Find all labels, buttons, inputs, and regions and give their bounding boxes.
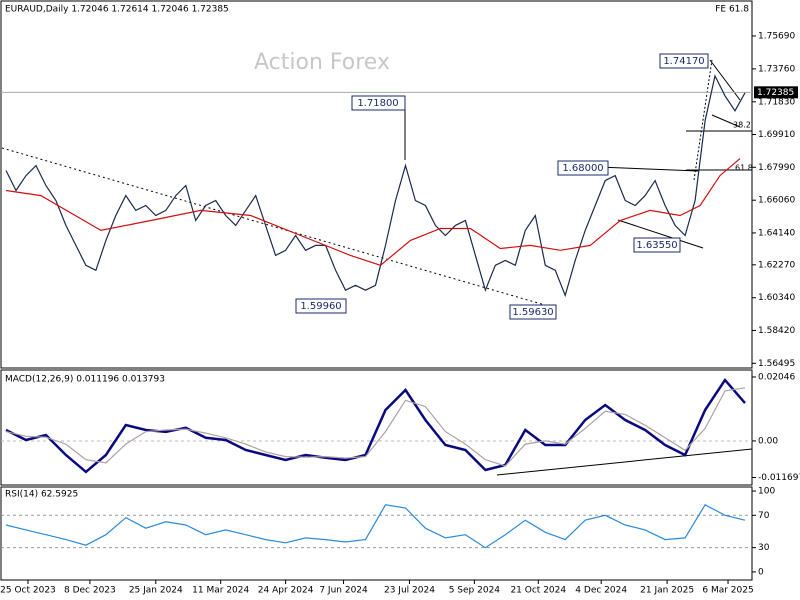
annotation: 1.68000 (562, 163, 603, 174)
series-line (5, 74, 746, 298)
corner-note: FE 61.8 (715, 5, 749, 15)
label-box (351, 95, 406, 111)
trendline (1, 147, 546, 306)
price-panel (0, 0, 753, 369)
x-tick-label: 25 Oct 2023 (0, 586, 56, 596)
y-tick-label: 30 (758, 543, 770, 553)
y-tick-label: -0.011697 (758, 473, 800, 483)
label-box (557, 160, 609, 176)
y-tick-label: 1.58420 (758, 326, 795, 336)
rsi-panel (0, 486, 753, 581)
trendline (711, 114, 741, 128)
macd-panel (0, 369, 753, 486)
trendline (693, 59, 713, 181)
x-tick-label: 4 Dec 2024 (575, 586, 627, 596)
y-tick-label: 70 (758, 511, 770, 521)
annotation: 1.63550 (636, 240, 677, 251)
x-tick-label: 7 Jun 2024 (319, 586, 368, 596)
trendline (597, 166, 699, 172)
x-tick-label: 23 Jul 2024 (384, 586, 435, 596)
fib-label: 61.8 (735, 164, 753, 173)
x-tick-label: 6 Mar 2025 (702, 586, 753, 596)
x-tick-label: 21 Jan 2025 (640, 586, 694, 596)
series-line (5, 504, 746, 549)
series-line (5, 377, 746, 474)
x-tick-label: 8 Dec 2023 (64, 586, 116, 596)
series-line (5, 158, 741, 266)
x-tick-label: 5 Sep 2024 (449, 586, 501, 596)
y-tick-label: 1.66060 (758, 196, 795, 206)
label-box (509, 304, 557, 320)
chart-title: EURAUD,Daily 1.72046 1.72614 1.72046 1.7… (5, 5, 229, 15)
trendline (617, 219, 704, 249)
annotation: 1.71800 (357, 98, 398, 109)
y-tick-label: 1.62270 (758, 260, 795, 270)
label-box (295, 298, 347, 314)
label-box (659, 53, 709, 69)
y-tick-label: 0.00 (758, 436, 778, 446)
rsi-title: RSI(14) 62.5925 (5, 490, 78, 500)
x-tick-label: 11 Mar 2024 (192, 586, 249, 596)
trendline (496, 448, 753, 476)
y-tick-label: 1.75690 (758, 31, 795, 41)
watermark: Action Forex (254, 50, 390, 75)
y-tick-label: 1.67990 (758, 163, 795, 173)
y-tick-label: 0.02046 (758, 373, 795, 383)
series-line (5, 387, 746, 467)
y-tick-label: 100 (758, 487, 775, 497)
annotation: 1.59630 (512, 307, 553, 318)
x-tick-label: 25 Jan 2024 (129, 586, 183, 596)
y-tick-label: 1.71830 (758, 97, 795, 107)
annotation: 1.59960 (300, 301, 341, 312)
y-tick-label: 0 (758, 567, 764, 577)
price-tag (754, 86, 798, 99)
y-tick-label: 1.60340 (758, 293, 795, 303)
trendline (709, 59, 741, 101)
y-tick-label: 1.56495 (758, 359, 795, 369)
y-tick-label: 1.73760 (758, 64, 795, 74)
x-tick-label: 21 Oct 2024 (510, 586, 566, 596)
y-tick-label: 1.64140 (758, 228, 795, 238)
annotation: 1.74170 (663, 56, 704, 67)
label-box (633, 237, 681, 253)
price-tag-label: 1.72385 (757, 88, 794, 98)
fib-label: 38.2 (733, 121, 751, 130)
macd-title: MACD(12,26,9) 0.011196 0.013793 (5, 375, 165, 385)
y-tick-label: 1.69910 (758, 130, 795, 140)
x-tick-label: 24 Apr 2024 (258, 586, 314, 596)
